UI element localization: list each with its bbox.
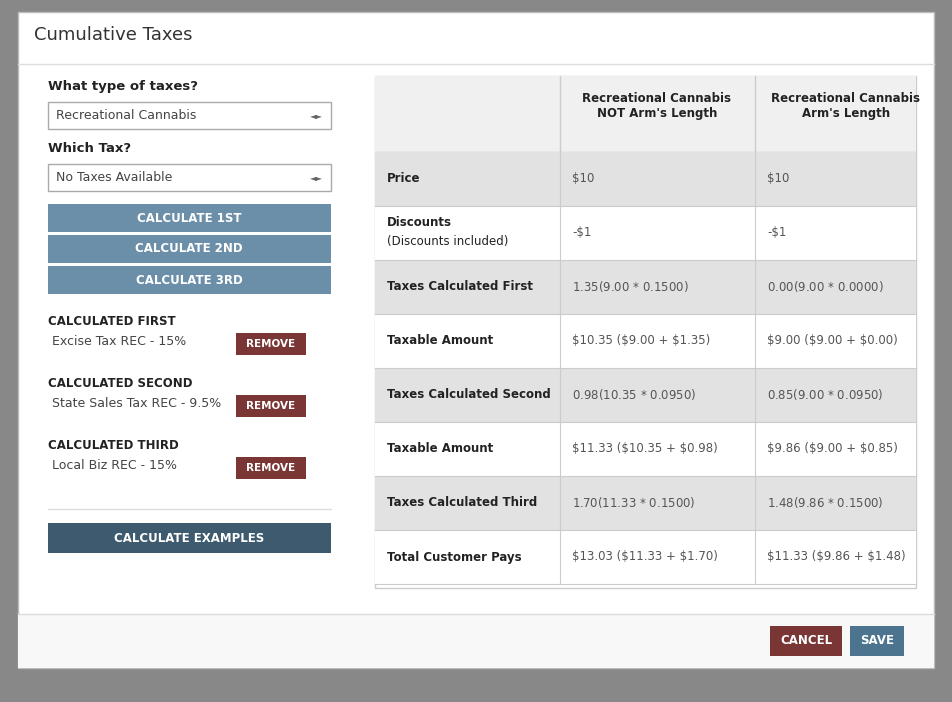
Text: CALCULATED FIRST: CALCULATED FIRST — [48, 315, 175, 328]
Text: Local Biz REC - 15%: Local Biz REC - 15% — [52, 459, 177, 472]
Bar — [48, 102, 330, 129]
Bar — [374, 260, 915, 314]
Text: -$1: -$1 — [766, 227, 785, 239]
Text: CALCULATE EXAMPLES: CALCULATE EXAMPLES — [113, 531, 264, 545]
Bar — [849, 626, 903, 656]
Text: ◄►: ◄► — [309, 112, 322, 121]
Text: $0.98 ($10.35 * 0.0950): $0.98 ($10.35 * 0.0950) — [571, 388, 696, 402]
Text: REMOVE: REMOVE — [247, 401, 295, 411]
Text: State Sales Tax REC - 9.5%: State Sales Tax REC - 9.5% — [52, 397, 221, 410]
Bar — [48, 235, 330, 263]
Text: $10: $10 — [571, 173, 594, 185]
Text: CALCULATED SECOND: CALCULATED SECOND — [48, 377, 192, 390]
Text: $1.48 ($9.86 * 0.1500): $1.48 ($9.86 * 0.1500) — [766, 496, 883, 510]
Text: REMOVE: REMOVE — [247, 463, 295, 473]
Text: $0.85 ($9.00 * 0.0950): $0.85 ($9.00 * 0.0950) — [766, 388, 883, 402]
Text: Taxes Calculated First: Taxes Calculated First — [387, 281, 532, 293]
Text: What type of taxes?: What type of taxes? — [48, 80, 198, 93]
Bar — [374, 152, 915, 206]
Text: (Discounts included): (Discounts included) — [387, 235, 507, 248]
Text: $10.35 ($9.00 + $1.35): $10.35 ($9.00 + $1.35) — [571, 334, 709, 347]
Text: Taxable Amount: Taxable Amount — [387, 334, 493, 347]
Bar — [374, 422, 915, 476]
Text: Recreational Cannabis
NOT Arm's Length: Recreational Cannabis NOT Arm's Length — [582, 92, 731, 120]
Text: $0.00 ($9.00 * 0.0000): $0.00 ($9.00 * 0.0000) — [766, 279, 883, 295]
Text: Recreational Cannabis: Recreational Cannabis — [56, 109, 196, 122]
Text: Price: Price — [387, 173, 420, 185]
Text: $10: $10 — [766, 173, 788, 185]
Text: REMOVE: REMOVE — [247, 339, 295, 349]
Bar — [236, 333, 306, 355]
Text: CALCULATE 2ND: CALCULATE 2ND — [135, 242, 243, 256]
Bar — [48, 523, 330, 553]
Bar — [48, 164, 330, 191]
Text: Taxable Amount: Taxable Amount — [387, 442, 493, 456]
Text: $9.86 ($9.00 + $0.85): $9.86 ($9.00 + $0.85) — [766, 442, 897, 456]
Text: $11.33 ($9.86 + $1.48): $11.33 ($9.86 + $1.48) — [766, 550, 904, 564]
Text: CALCULATED THIRD: CALCULATED THIRD — [48, 439, 179, 452]
Text: ◄►: ◄► — [309, 173, 322, 183]
Bar — [236, 457, 306, 479]
Text: $13.03 ($11.33 + $1.70): $13.03 ($11.33 + $1.70) — [571, 550, 717, 564]
Bar — [374, 206, 915, 260]
Text: -$1: -$1 — [571, 227, 591, 239]
Bar — [374, 368, 915, 422]
Text: Taxes Calculated Third: Taxes Calculated Third — [387, 496, 537, 510]
Text: SAVE: SAVE — [859, 635, 893, 647]
Bar — [374, 76, 915, 152]
Text: $1.70 ($11.33 * 0.1500): $1.70 ($11.33 * 0.1500) — [571, 496, 695, 510]
Bar — [18, 614, 933, 668]
Text: CALCULATE 3RD: CALCULATE 3RD — [135, 274, 242, 286]
Bar — [374, 76, 915, 588]
Bar — [374, 314, 915, 368]
Bar — [374, 476, 915, 530]
Text: CANCEL: CANCEL — [779, 635, 831, 647]
Text: Taxes Calculated Second: Taxes Calculated Second — [387, 388, 550, 402]
Text: No Taxes Available: No Taxes Available — [56, 171, 172, 184]
Bar — [236, 395, 306, 417]
Text: Total Customer Pays: Total Customer Pays — [387, 550, 521, 564]
Text: $9.00 ($9.00 + $0.00): $9.00 ($9.00 + $0.00) — [766, 334, 897, 347]
Text: Recreational Cannabis
Arm's Length: Recreational Cannabis Arm's Length — [771, 92, 920, 120]
Bar — [48, 266, 330, 294]
Bar — [374, 530, 915, 584]
Text: Excise Tax REC - 15%: Excise Tax REC - 15% — [52, 335, 186, 348]
Text: $11.33 ($10.35 + $0.98): $11.33 ($10.35 + $0.98) — [571, 442, 717, 456]
Text: CALCULATE 1ST: CALCULATE 1ST — [136, 211, 241, 225]
Text: Discounts: Discounts — [387, 216, 451, 229]
Text: $1.35 ($9.00 * 0.1500): $1.35 ($9.00 * 0.1500) — [571, 279, 688, 295]
Text: Which Tax?: Which Tax? — [48, 142, 131, 155]
Bar — [48, 204, 330, 232]
Bar — [769, 626, 842, 656]
Text: Cumulative Taxes: Cumulative Taxes — [34, 26, 192, 44]
